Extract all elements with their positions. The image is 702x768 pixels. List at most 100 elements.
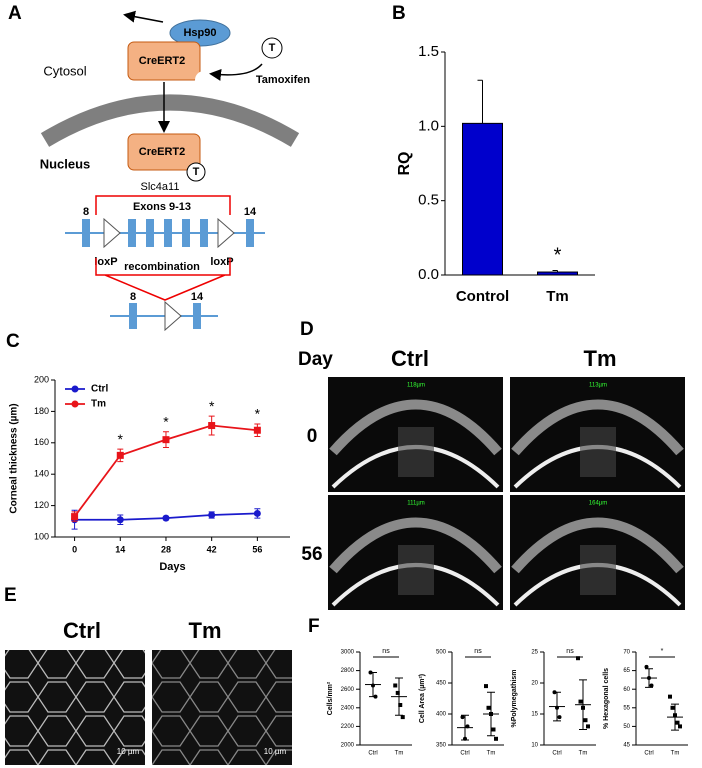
y-tick-label: 2400	[341, 705, 355, 711]
bracket	[95, 195, 231, 215]
label: 8	[83, 206, 89, 218]
legend-marker	[71, 400, 79, 408]
cell-borders	[152, 650, 292, 765]
y-tick-label: 160	[34, 437, 49, 447]
marker	[162, 514, 170, 522]
exons	[82, 219, 254, 247]
x-tick-label: Ctrl	[644, 751, 653, 757]
error-bar	[552, 270, 558, 273]
x-tick-label: Control	[456, 288, 509, 305]
creert2	[127, 133, 201, 171]
y-axis-label: %Polymegathism	[511, 670, 518, 728]
label: loxP	[210, 256, 233, 268]
sd-bar	[487, 691, 495, 737]
panel-label: B	[392, 3, 406, 24]
point	[586, 724, 590, 729]
y-tick-label: 2800	[341, 668, 355, 674]
panel-label: F	[308, 616, 320, 637]
point	[576, 656, 580, 661]
cell-borders	[5, 650, 145, 765]
error-bar	[477, 79, 483, 124]
marker	[208, 422, 216, 430]
label: Cytosol	[43, 63, 86, 78]
point	[494, 736, 498, 741]
point	[668, 694, 672, 699]
sd-bar	[671, 703, 679, 731]
iris	[580, 545, 616, 595]
membrane	[40, 94, 300, 147]
point	[675, 720, 680, 725]
marker	[162, 436, 170, 444]
x-tick-label: 14	[115, 544, 125, 554]
label: Slc4a11	[141, 181, 180, 193]
annotation: *	[255, 406, 261, 422]
annotation: *	[554, 244, 562, 266]
annotation: ns	[474, 648, 482, 655]
sd-bar	[369, 671, 377, 698]
bar	[537, 271, 578, 276]
panel-label: A	[8, 3, 22, 24]
y-tick-label: 350	[436, 743, 447, 749]
sd-bar	[395, 677, 403, 716]
notch	[195, 71, 213, 89]
y-tick-label: 65	[623, 668, 630, 674]
y-tick-label: 2000	[341, 743, 355, 749]
label: 14	[244, 206, 257, 218]
scale-label: 10 µm	[117, 747, 140, 756]
x-tick-label: Ctrl	[368, 751, 377, 757]
tamoxifen-icon	[261, 37, 283, 59]
cornea	[329, 399, 502, 456]
cornea	[511, 517, 684, 574]
label: 14	[191, 291, 204, 303]
tamoxifen-icon	[186, 162, 206, 182]
y-tick-label: 100	[34, 531, 49, 541]
point	[678, 724, 682, 729]
marker	[116, 516, 124, 524]
label: T	[269, 42, 276, 54]
loxp	[164, 300, 182, 332]
point	[670, 705, 675, 710]
x-tick-label: 0	[72, 544, 77, 554]
point	[491, 727, 496, 732]
y-tick-label: 2200	[341, 724, 355, 730]
sd-bar	[645, 668, 653, 688]
point	[557, 715, 562, 720]
marker	[253, 509, 261, 517]
label: 0	[307, 426, 318, 447]
x-tick-label: Tm	[546, 288, 569, 305]
y-tick-label: 0.0	[418, 266, 439, 283]
marker	[208, 511, 216, 519]
y-tick-label: 15	[531, 712, 538, 718]
point	[583, 718, 588, 723]
x-tick-label: Ctrl	[552, 751, 561, 757]
annotation: ns	[382, 648, 390, 655]
point	[486, 705, 491, 710]
y-tick-label: 450	[436, 681, 447, 687]
annotation: *	[209, 398, 215, 414]
cornea	[511, 399, 684, 456]
annotation: *	[163, 414, 169, 430]
x-tick-label: Tm	[487, 751, 496, 757]
label: Exons 9-13	[133, 201, 191, 213]
y-tick-label: 25	[531, 650, 538, 656]
exon	[193, 303, 201, 329]
y-tick-label: 20	[531, 681, 538, 687]
x-tick-label: 56	[252, 544, 262, 554]
y-tick-label: 45	[623, 743, 630, 749]
iris	[580, 427, 616, 477]
marker	[253, 426, 261, 434]
y-axis-label: Cells/mm²	[327, 681, 334, 715]
x-tick-label: Ctrl	[460, 751, 469, 757]
annotation: *	[661, 648, 664, 655]
measure: 111µm	[407, 501, 425, 507]
iris	[398, 427, 434, 477]
panel-label: E	[4, 585, 17, 606]
y-tick-label: 0.5	[418, 192, 439, 209]
legend-label: Tm	[91, 399, 106, 410]
panel-e: E Ctrl Tm 10 µm 10 µm	[4, 585, 292, 765]
marker	[116, 451, 124, 459]
label: CreERT2	[139, 55, 185, 67]
y-tick-label: 2600	[341, 687, 355, 693]
measure: 164µm	[589, 501, 607, 507]
